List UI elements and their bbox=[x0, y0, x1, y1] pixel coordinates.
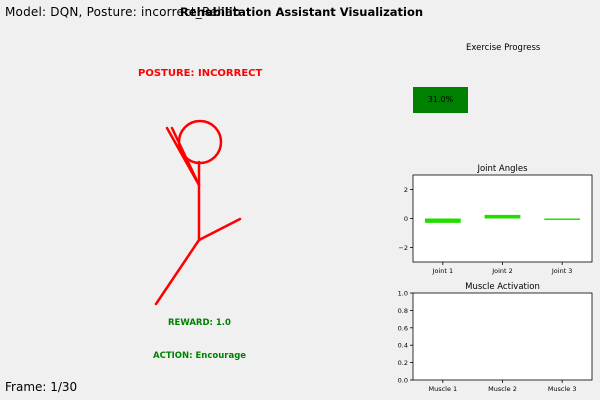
x-tick-label: Muscle 2 bbox=[488, 385, 517, 393]
model-label: Model: DQN, Posture: incorrect_Rehab bbox=[5, 5, 241, 19]
y-tick-label: 0.0 bbox=[398, 377, 408, 385]
chart-title: Joint Angles bbox=[476, 164, 528, 174]
y-tick-label: −2 bbox=[398, 244, 408, 252]
x-tick-label: Joint 2 bbox=[491, 267, 513, 275]
y-tick-label: 0.4 bbox=[398, 342, 408, 350]
figure-arm-lower bbox=[170, 126, 201, 187]
chart-plot-area bbox=[412, 292, 593, 381]
chart-bar bbox=[424, 218, 461, 223]
reward-text: REWARD: 1.0 bbox=[168, 318, 231, 328]
frame-counter: Frame: 1/30 bbox=[5, 380, 78, 394]
y-tick-label: 0.6 bbox=[398, 324, 408, 332]
exercise-progress-label: 31.0% bbox=[427, 95, 454, 104]
y-tick-label: 2 bbox=[404, 186, 408, 194]
x-tick-label: Muscle 1 bbox=[428, 385, 457, 393]
posture-status: POSTURE: INCORRECT bbox=[138, 68, 263, 79]
figure-leg-left bbox=[154, 238, 201, 306]
x-tick-label: Muscle 3 bbox=[548, 385, 577, 393]
chart-bar bbox=[544, 218, 581, 220]
joint-angles-chart: Joint Angles −2 0 2 Joint 1 Joint 2 Joint 3 bbox=[398, 164, 593, 275]
action-text: ACTION: Encourage bbox=[153, 351, 247, 361]
muscle-activation-chart: Muscle Activation 0.0 0.2 0.4 0.6 0.8 1.0 Muscl… bbox=[398, 282, 593, 393]
y-tick-label: 0.2 bbox=[398, 359, 408, 367]
chart-title: Muscle Activation bbox=[465, 282, 540, 292]
y-tick-label: 0.8 bbox=[398, 307, 408, 315]
chart-bar bbox=[484, 214, 521, 219]
exercise-progress-title: Exercise Progress bbox=[466, 43, 541, 53]
figure-leg-right bbox=[197, 217, 242, 242]
exercise-progress-bar bbox=[413, 87, 468, 113]
x-tick-label: Joint 3 bbox=[551, 267, 573, 275]
page-title: Rehabilitation Assistant Visualization bbox=[180, 5, 424, 19]
y-tick-label: 1.0 bbox=[398, 290, 408, 298]
x-tick-label: Joint 1 bbox=[432, 267, 454, 275]
y-tick-label: 0 bbox=[404, 215, 408, 223]
stick-figure bbox=[154, 119, 242, 306]
